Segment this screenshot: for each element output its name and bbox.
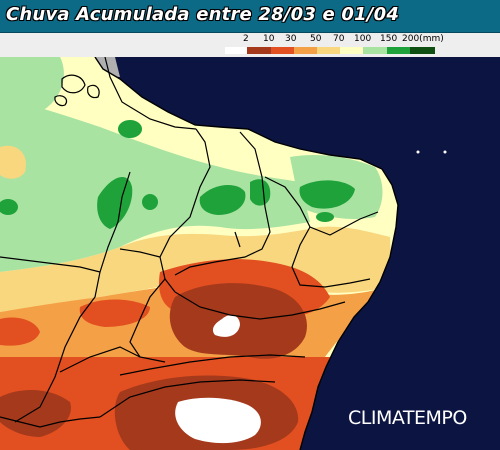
coastline <box>94 57 399 450</box>
legend-swatch <box>294 47 317 54</box>
rain-band-50-70 <box>0 145 26 179</box>
precipitation-legend: 2 10 30 50 70 100 150 200(mm) <box>0 33 500 57</box>
legend-label: 30 <box>285 34 297 44</box>
state-borders <box>0 57 379 428</box>
rain-band-below-2 <box>175 397 261 444</box>
rain-band-2-10 <box>0 390 71 437</box>
offshore-islands <box>416 150 447 154</box>
title-bar: Chuva Acumulada entre 28/03 e 01/04 <box>0 0 500 33</box>
legend-swatch <box>410 47 435 54</box>
rain-band-150-200 <box>118 120 142 138</box>
legend-label: 200(mm) <box>402 34 444 44</box>
legend-label: 70 <box>333 34 345 44</box>
rain-band-10-30 <box>79 299 150 327</box>
rain-band-150-200 <box>316 212 334 222</box>
amazon-delta <box>54 74 100 107</box>
legend-label: 2 <box>243 34 249 44</box>
rain-band-150-200 <box>299 180 355 209</box>
legend-swatch <box>247 47 271 54</box>
legend-label: 50 <box>310 34 322 44</box>
rain-band-100-150 <box>0 57 64 114</box>
legend-label: 150 <box>380 34 398 44</box>
legend-swatch <box>271 47 294 54</box>
rainfall-map <box>0 57 500 450</box>
legend-label: 100 <box>354 34 372 44</box>
legend-swatch <box>363 47 387 54</box>
climatempo-logo: CLIMATEMPO <box>348 407 467 429</box>
legend-labels: 2 10 30 50 70 100 150 200(mm) <box>0 33 500 47</box>
map-title: Chuva Acumulada entre 28/03 e 01/04 <box>6 4 400 25</box>
legend-swatch <box>317 47 340 54</box>
legend-label: 10 <box>263 34 275 44</box>
legend-swatch <box>387 47 410 54</box>
rain-band-150-200 <box>0 199 18 215</box>
legend-swatch <box>340 47 363 54</box>
rain-band-150-200 <box>142 194 158 210</box>
rain-band-below-2 <box>212 315 240 337</box>
rain-band-150-200 <box>199 185 246 215</box>
rainfall-map-svg <box>0 57 500 450</box>
rain-band-150-200 <box>97 176 133 229</box>
rain-band-100-150 <box>0 97 310 272</box>
rain-band-10-30 <box>0 317 40 346</box>
legend-swatch <box>225 47 247 54</box>
rain-band-150-200 <box>250 179 271 206</box>
